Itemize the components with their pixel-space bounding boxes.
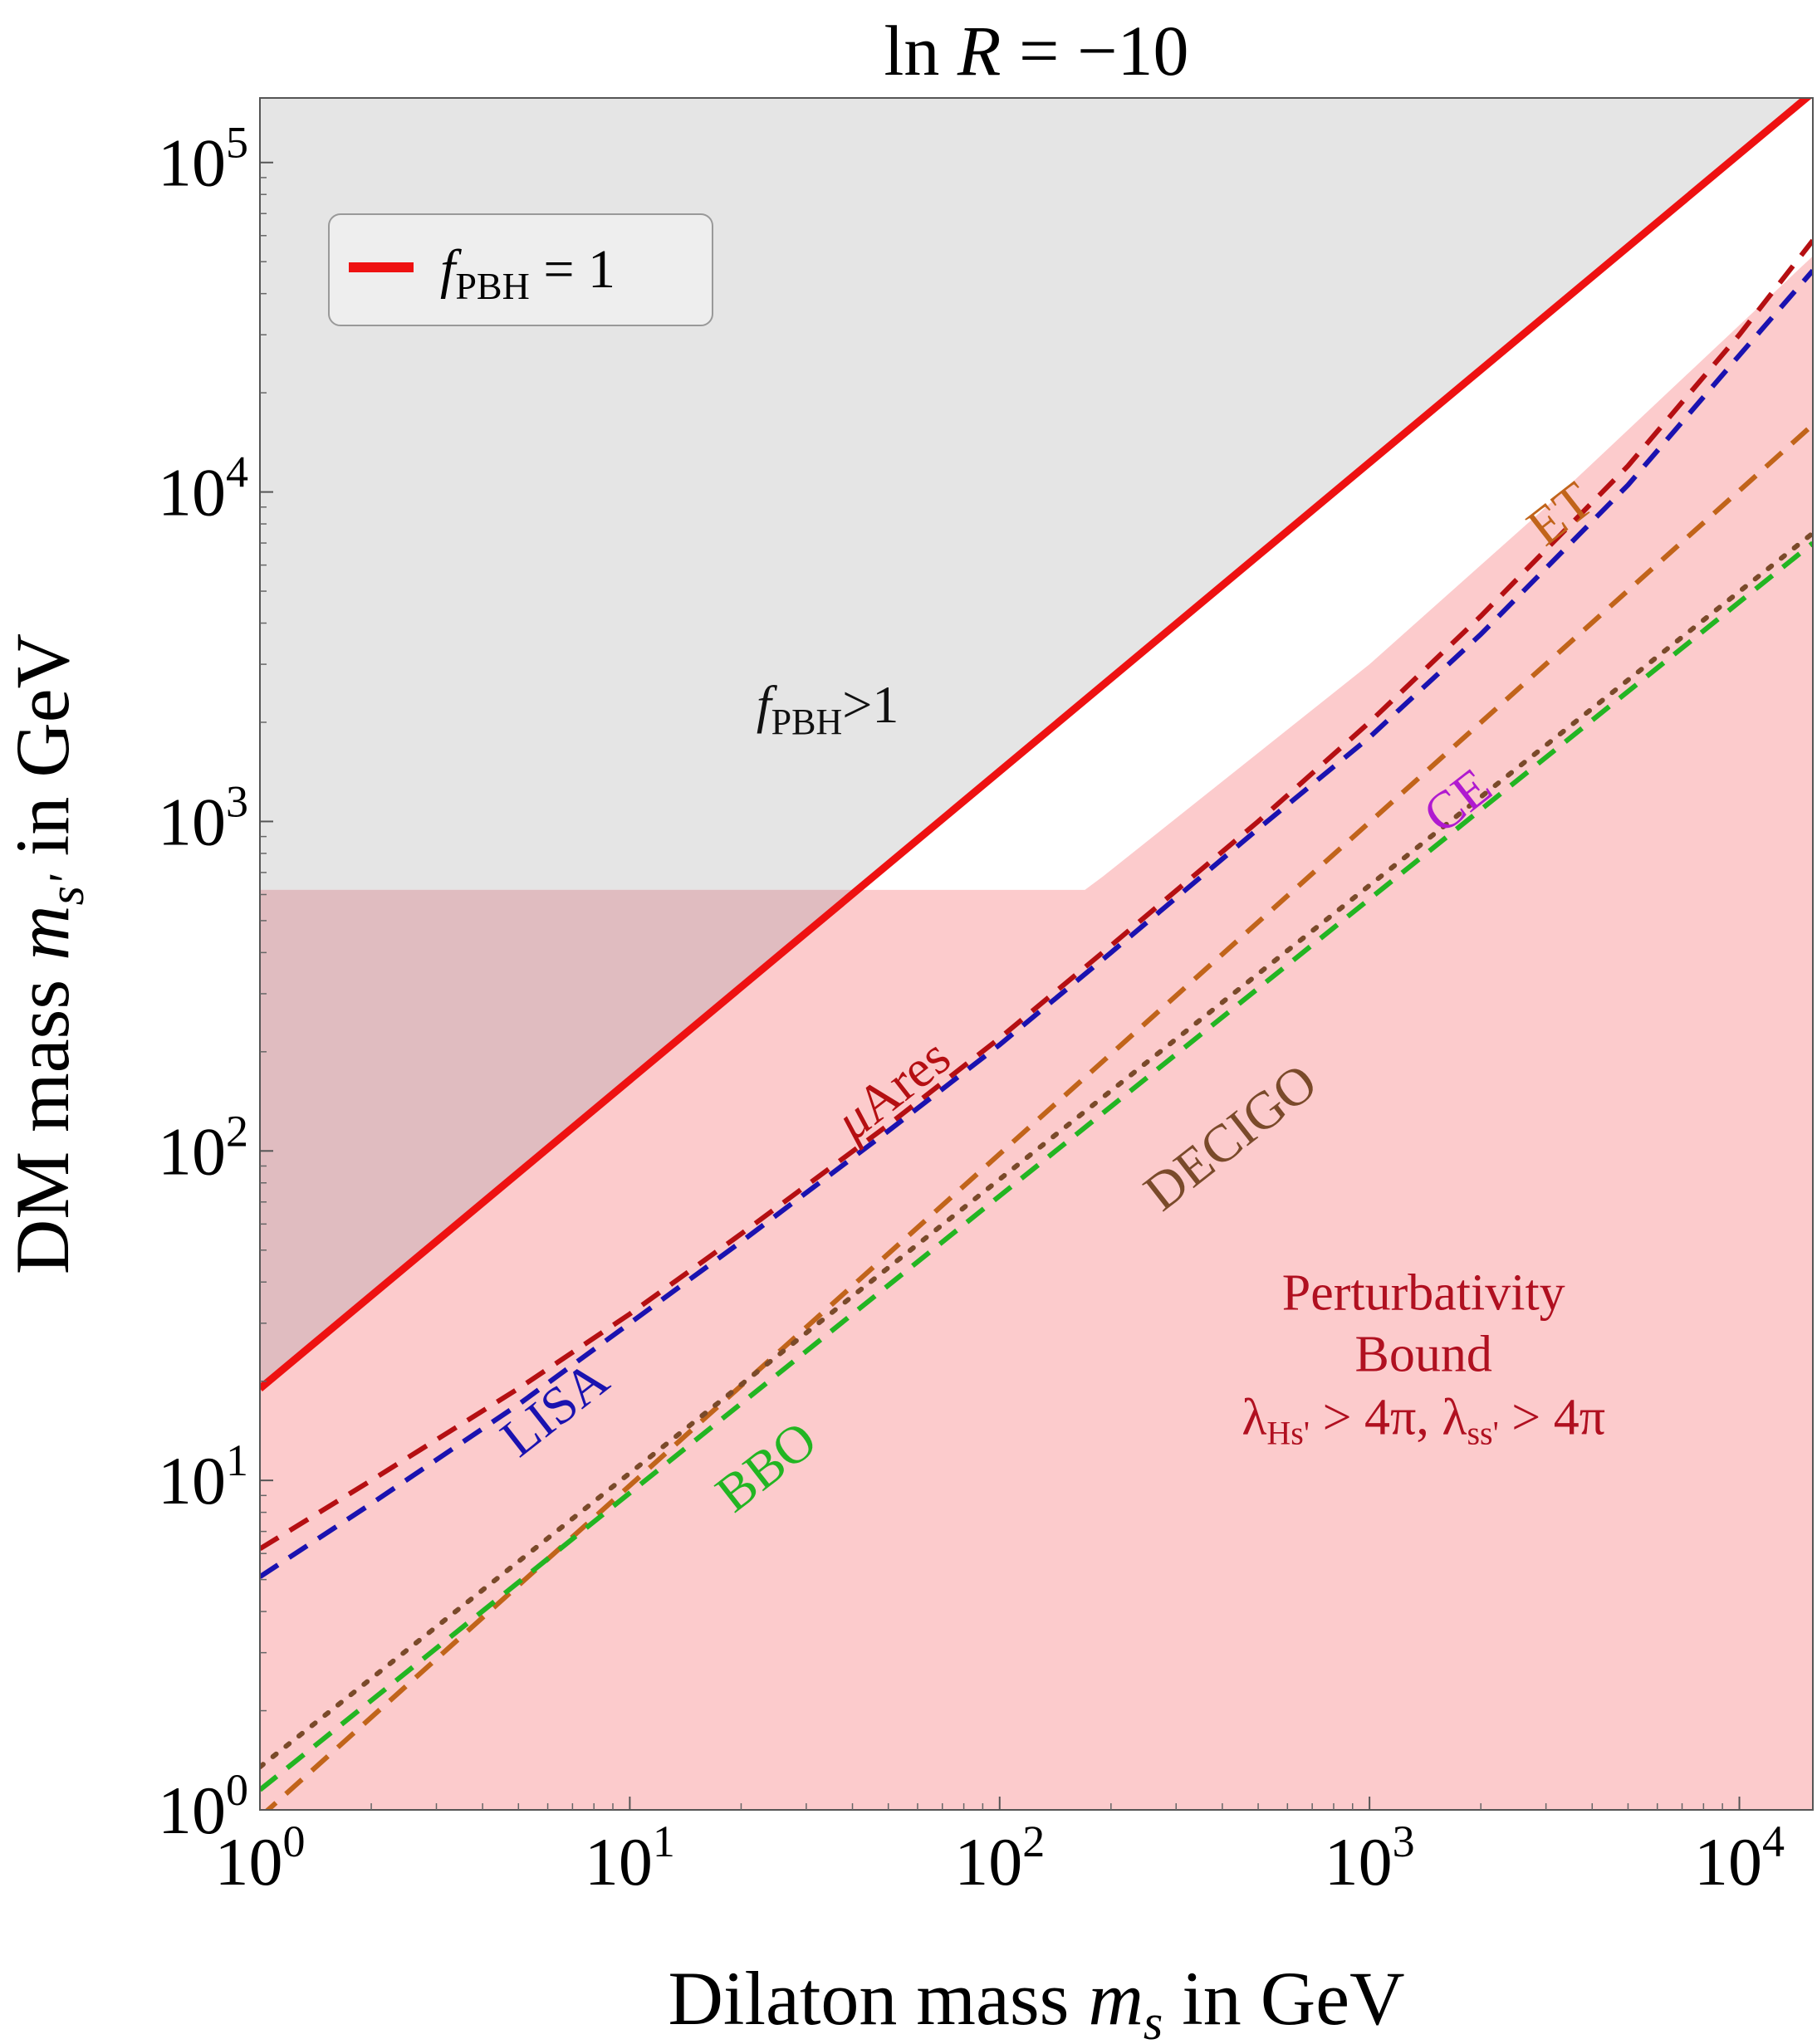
x-axis-label: Dilaton mass ms in GeV <box>668 1956 1404 2044</box>
axes-frame <box>259 97 1814 1811</box>
x-tick-label: 103 <box>1325 1817 1415 1900</box>
series-line-fpbh-1 <box>260 98 1813 1391</box>
x-tick-label: 104 <box>1694 1817 1785 1900</box>
plot-area <box>260 98 1813 1810</box>
y-tick-label: 103 <box>158 776 248 859</box>
x-tick-label: 101 <box>585 1817 675 1900</box>
y-tick-label: 101 <box>158 1435 248 1518</box>
y-tick-label: 102 <box>158 1106 248 1189</box>
perturbativity-label-line2: Bound <box>1355 1326 1492 1382</box>
perturbativity-label-formula: λHs' > 4π, λss' > 4π <box>1242 1389 1605 1451</box>
y-axis-label: DM mass ms' in GeV <box>0 633 94 1274</box>
y-tick-label: 104 <box>158 447 248 531</box>
region-fpbh-excluded <box>260 98 1813 1389</box>
y-tick-label: 105 <box>158 118 248 201</box>
x-tick-label: 100 <box>215 1817 306 1900</box>
region-label-perturbativity: Perturbativity Bound λHs' > 4π, λss' > 4… <box>1242 1264 1605 1451</box>
series-line-ares <box>260 238 1813 1552</box>
series-line-bbo <box>260 540 1813 1792</box>
legend: fPBH = 1 <box>328 213 713 326</box>
x-tick-label: 102 <box>954 1817 1045 1900</box>
y-tick-label: 100 <box>158 1765 248 1848</box>
series-line-lisa <box>260 268 1813 1579</box>
region-perturbativity-bound <box>260 256 1813 1810</box>
chart-title: ln R = −10 <box>884 11 1189 90</box>
legend-label-fpbh: fPBH = 1 <box>440 239 615 307</box>
perturbativity-label-line1: Perturbativity <box>1282 1264 1565 1321</box>
region-label-fpbh: fPBH>1 <box>757 675 899 742</box>
legend-box <box>328 213 713 326</box>
series-line-decigo <box>260 531 1813 1770</box>
